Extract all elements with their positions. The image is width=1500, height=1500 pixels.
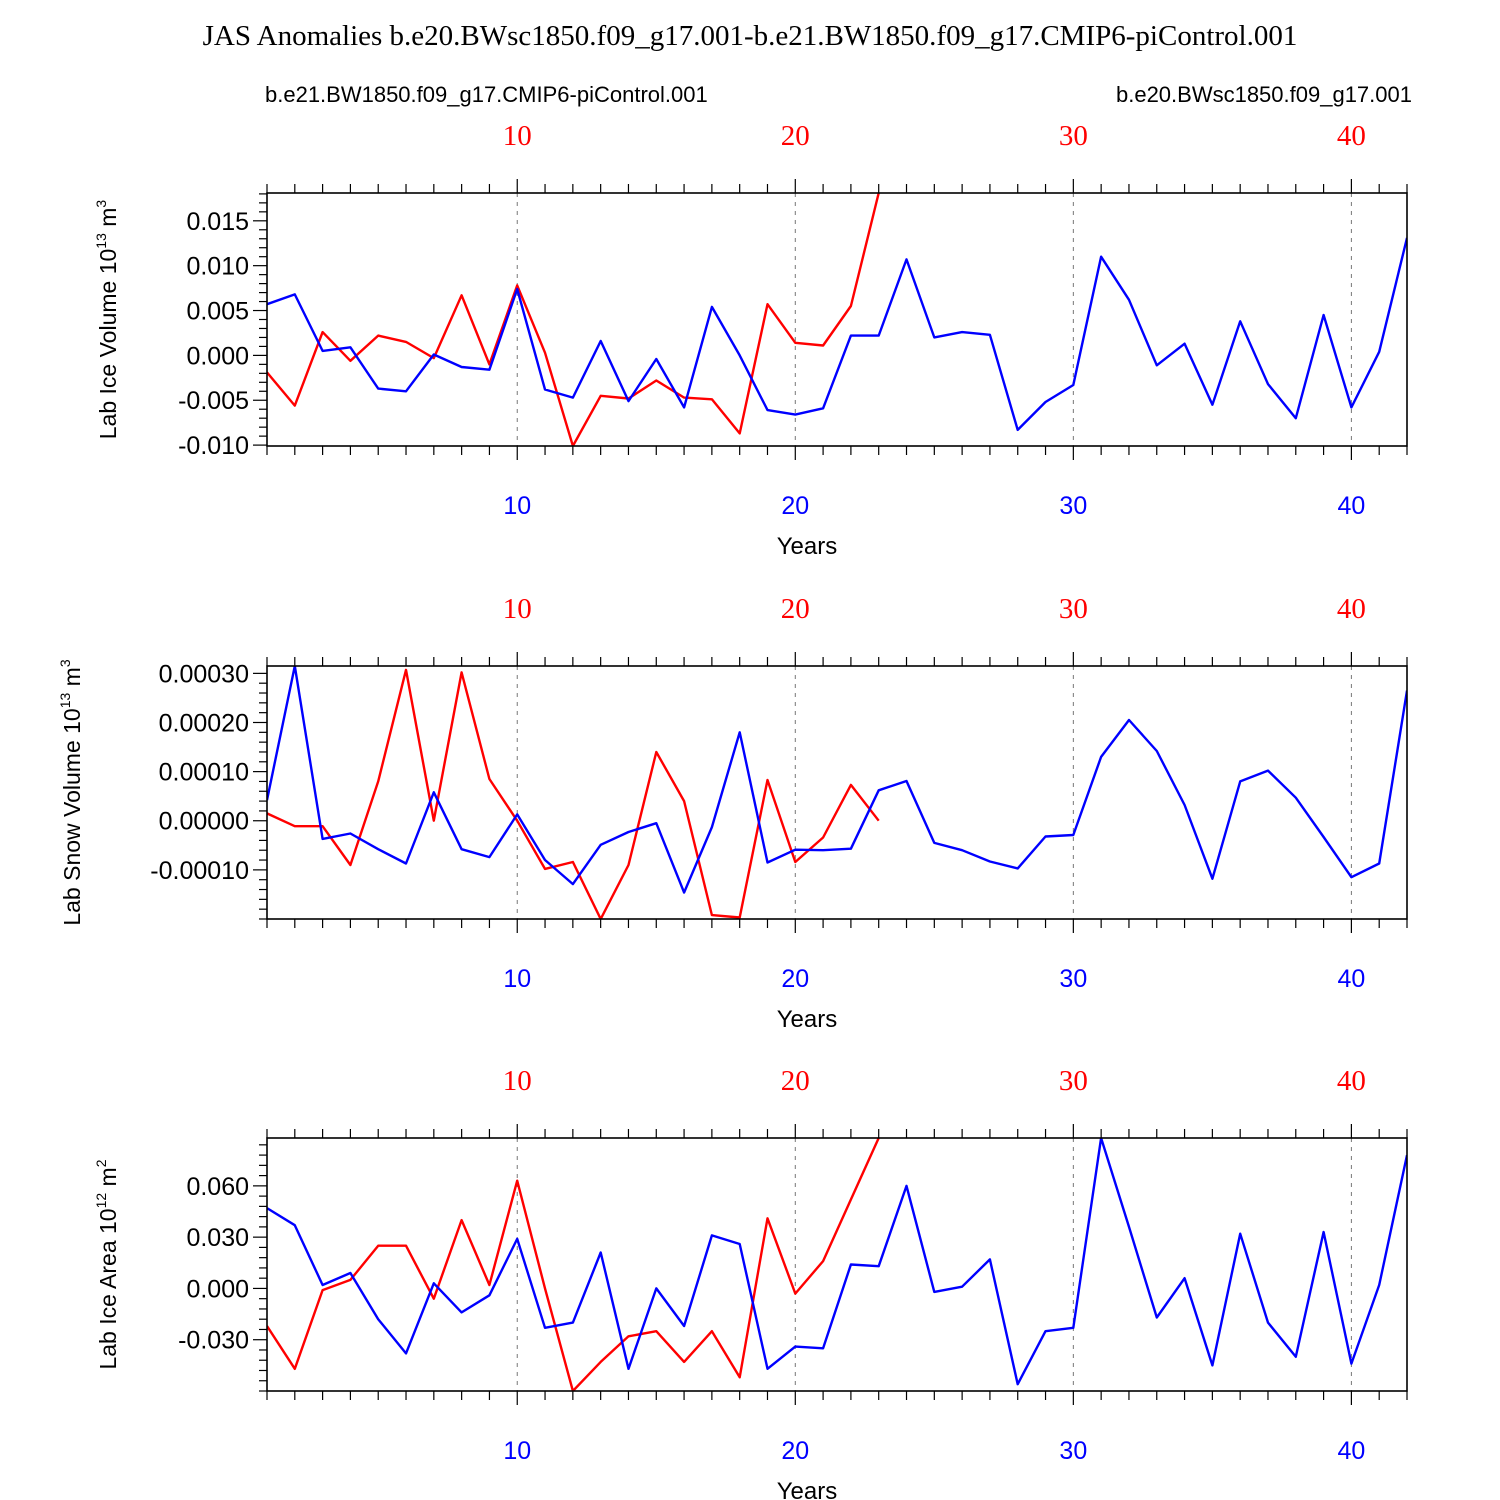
panel-3-ytick-label-3: 0.030 [186,1224,249,1252]
panel-2-series-group [267,666,1407,919]
panel-1-xtick-bottom-label-30: 30 [1059,492,1087,520]
panel-3-xtick-bottom-label-20: 20 [781,1437,809,1465]
legend-blue-label: b.e20.BWsc1850.f09_g17.001 [1116,82,1412,107]
panel-3-xtick-bottom-label-40: 40 [1337,1437,1365,1465]
panel-2-ytick-label-3: 0.00010 [159,759,249,787]
panel-2-xtick-bottom-label-30: 30 [1059,965,1087,993]
panel-2-ylabel: Lab Snow Volume 1013 m3 [57,659,85,926]
panel-3-xlabel: Years [777,1478,838,1500]
panel-1-ytick-label-1: -0.010 [178,432,249,460]
panel-2-series-blue-line [267,666,1407,894]
panel-1-xtick-top-label-10: 10 [503,120,532,152]
panel-3-ytick-label-1: -0.030 [178,1327,249,1355]
panel-3-frame [266,1137,1408,1392]
panel-1-ytick-label-3: 0.000 [186,342,249,370]
panel-1: -0.010 -0.005 0.000 0.005 0.010 0.015 10 10 20 20… [93,120,1408,560]
panel-2-ytick-label-1: -0.00010 [150,857,249,885]
panel-3-xtick-bottom-label-10: 10 [503,1437,531,1465]
panel-3-xtick-top-label-30: 30 [1059,1065,1088,1097]
panel-2-xtick-bottom-label-20: 20 [781,965,809,993]
panel-1-ytick-label-6: 0.015 [186,208,249,236]
panel-3-xtick-top-label-20: 20 [781,1065,810,1097]
panel-2-xtick-bottom-label-10: 10 [503,965,531,993]
panel-1-ytick-label-5: 0.010 [186,253,249,281]
panel-1-ylabel: Lab Ice Volume 1013 m3 [93,200,121,440]
panel-1-xtick-bottom-label-10: 10 [503,492,531,520]
panel-3-series-blue-line [267,1138,1407,1386]
panel-1-frame [266,192,1408,447]
panel-2-xlabel: Years [777,1006,838,1033]
panel-1-ytick-label-4: 0.005 [186,298,249,326]
panel-2: -0.00010 0.00000 0.00010 0.00020 0.00030 10 10… [57,593,1408,1033]
panel-3-ylabel-main: Lab Ice Area 10 [95,1208,121,1369]
panel-1-xlabel: Years [777,533,838,560]
legend-red-label: b.e21.BW1850.f09_g17.CMIP6-piControl.001 [265,82,708,107]
panel-1-series-group [267,193,1407,446]
panel-2-ylabel-exp: 13 [57,692,73,708]
panel-2-xtick-top-label-30: 30 [1059,593,1088,625]
panel-2-ylabel-main: Lab Snow Volume 10 [59,708,85,925]
panel-3-ylabel-unit: m [95,1167,121,1193]
panel-2-ytick-label-5: 0.00030 [159,660,249,688]
panel-1-xtick-bottom-label-40: 40 [1337,492,1365,520]
panel-3-ytick-label-4: 0.060 [186,1173,249,1201]
panel-1-ylabel-main: Lab Ice Volume 10 [95,249,121,440]
panel-3-xtick-bottom-label-30: 30 [1059,1437,1087,1465]
panel-1-xtick-top-label-40: 40 [1337,120,1366,152]
panel-1-ylabel-unit-exp: 3 [93,200,109,208]
panel-3-xtick-top-label-10: 10 [503,1065,532,1097]
panel-2-xtick-top-label-20: 20 [781,593,810,625]
panel-3-series-group [267,1138,1407,1391]
panel-1-series-blue-line [267,237,1407,432]
panel-1-xtick-top-label-30: 30 [1059,120,1088,152]
panel-3-xtick-top-label-40: 40 [1337,1065,1366,1097]
panel-3: -0.030 0.000 0.030 0.060 10 10 20 20 30 30 40 40 Yea… [93,1065,1408,1500]
panel-2-ylabel-unit: m [59,667,85,693]
panel-1-ylabel-unit: m [95,208,121,234]
figure-title: JAS Anomalies b.e20.BWsc1850.f09_g17.001… [203,20,1298,52]
panel-2-ytick-label-2: 0.00000 [159,808,249,836]
panel-1-ylabel-exp: 13 [93,233,109,249]
panel-3-ylabel-unit-exp: 2 [93,1159,109,1167]
panel-2-xtick-top-label-10: 10 [503,593,532,625]
panel-3-ylabel: Lab Ice Area 1012 m2 [93,1159,121,1369]
panel-3-ytick-label-2: 0.000 [186,1275,249,1303]
panel-2-xtick-bottom-label-40: 40 [1337,965,1365,993]
panel-3-ylabel-exp: 12 [93,1193,109,1209]
panel-1-xtick-top-label-20: 20 [781,120,810,152]
panel-2-series-red-line [267,668,880,919]
panel-2-ytick-label-4: 0.00020 [159,709,249,737]
panel-2-ylabel-unit-exp: 3 [57,659,73,667]
panel-1-series-red-line [267,193,880,446]
panel-1-ytick-label-2: -0.005 [178,387,249,415]
panel-1-xtick-bottom-label-20: 20 [781,492,809,520]
panel-2-xtick-top-label-40: 40 [1337,593,1366,625]
panel-2-frame [266,665,1408,920]
panels-group: -0.010-0.0050.0000.0050.0100.01510102020… [57,120,1408,1500]
panel-3-series-red-line [267,1138,880,1391]
